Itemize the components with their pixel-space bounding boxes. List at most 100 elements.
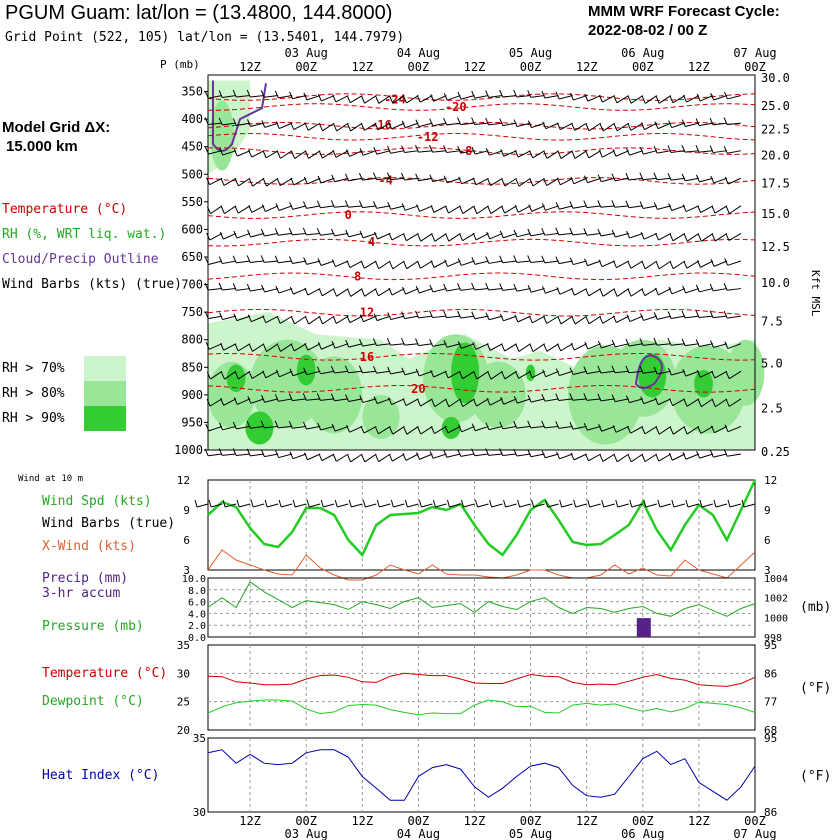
heat-ytick-label: 30 — [193, 806, 206, 819]
wind-ytick-label: 3 — [183, 564, 190, 577]
wind-barb-flag — [387, 146, 392, 154]
wind-barb — [629, 150, 643, 156]
temperature-isotherm — [207, 308, 756, 317]
wind-barb — [504, 177, 517, 187]
cross-section-rh-shading — [208, 80, 765, 450]
wind-barb — [516, 122, 531, 128]
wind-barb-flag — [527, 284, 532, 293]
wind-10m-barb — [196, 503, 209, 508]
wind-barb-flag — [443, 340, 448, 348]
wind-barb — [392, 260, 405, 270]
wind-barb — [447, 370, 461, 379]
wind-barb-flag — [330, 200, 335, 208]
wind-barb-flag — [527, 255, 532, 263]
wind-barb — [488, 288, 503, 291]
wind-barb-flag — [219, 312, 223, 320]
wind-barb — [685, 288, 700, 294]
wind-barb-flag — [262, 370, 267, 378]
wind-barb — [292, 95, 307, 100]
wind-barb-flag — [233, 313, 238, 321]
wind-10m-barb-flag — [320, 499, 324, 508]
wind-barb — [686, 426, 700, 435]
wind-barb — [587, 260, 601, 267]
wind-barb-flag — [346, 260, 351, 268]
wind-barb — [349, 315, 363, 324]
wind-barb-flag — [331, 228, 335, 237]
wind-10m-barb — [673, 503, 686, 508]
cycle-value: 2022-08-02 / 00 Z — [588, 22, 708, 39]
wind-barb-flag — [471, 311, 476, 319]
model-grid-label: Model Grid ΔX: — [2, 119, 111, 136]
wind-barb — [516, 95, 531, 98]
wind-barb-flag — [697, 260, 701, 268]
wind-10m-barb-flag — [376, 499, 380, 508]
wind-barb — [588, 453, 601, 462]
rh90-area — [694, 370, 713, 398]
wind-barb-flag — [597, 340, 602, 349]
wind-barb — [222, 425, 237, 431]
temperature-isotherm — [207, 238, 756, 247]
wind-barb — [348, 370, 363, 374]
wind-barb — [476, 205, 489, 215]
wind-barb — [420, 398, 433, 407]
wind-barb-flag — [653, 202, 658, 210]
wind-barb-flag — [401, 172, 405, 181]
wind-barb-flag — [711, 233, 716, 242]
temperature-isotherm — [207, 384, 756, 393]
legend-dewpoint: Dewpoint (°C) — [42, 694, 144, 709]
wind-barb — [630, 122, 644, 131]
wind-barb-flag — [569, 227, 574, 236]
wind-barb — [265, 315, 279, 324]
precip-tick-label: 0.0 — [188, 633, 206, 644]
wind-barb-flag — [401, 367, 406, 376]
wind-barb-flag — [472, 342, 477, 350]
wind-barb — [657, 315, 671, 320]
wind-barb — [432, 453, 447, 459]
wind-barb-flag — [303, 257, 308, 265]
wind-barb-flag — [345, 339, 350, 348]
wind-barb — [616, 288, 630, 297]
wind-barb — [208, 122, 223, 126]
wind-barb-flag — [529, 344, 534, 352]
wind-barb — [448, 398, 461, 408]
wind-barb — [404, 205, 419, 211]
wind-barb-flag — [723, 449, 728, 457]
temperature-contour-label: -4 — [378, 173, 392, 187]
wind-barb-flag — [641, 288, 646, 296]
wind-barb-flag — [655, 261, 660, 270]
wind-barb — [236, 122, 251, 126]
wind-barb — [516, 425, 531, 429]
temp-ytick-label: 35 — [177, 639, 190, 652]
wind-barb-flag — [387, 366, 392, 375]
wind-barb-flag — [612, 260, 617, 268]
wind-barb — [208, 425, 223, 432]
wind-barb — [321, 343, 335, 350]
wind-barb-flag — [641, 96, 646, 104]
wind-barb-flag — [260, 228, 265, 237]
wind-barb — [362, 232, 377, 239]
wind-barb-flag — [555, 91, 560, 100]
wind-barb-flag — [260, 255, 265, 263]
wind-barb-flag — [457, 449, 462, 457]
wind-10m-barb — [309, 503, 321, 508]
wind-barb-flag — [319, 316, 324, 325]
wind-10m-barb-flag — [264, 499, 268, 508]
wind-10m-barb-flag — [404, 499, 408, 508]
bottom-hour-label: 00Z — [632, 814, 654, 828]
wind-barb — [658, 288, 672, 296]
precip-tick-label: 10.0 — [182, 574, 206, 585]
wind-barb-flag — [204, 117, 209, 125]
legend-rh70-swatch — [84, 356, 126, 381]
wind-barb-flag — [654, 397, 659, 405]
wind-barb-flag — [513, 255, 518, 263]
wind-barb — [643, 150, 657, 155]
wind-barb-flag — [571, 316, 576, 325]
wind-barb — [294, 315, 307, 325]
wind-barb — [392, 426, 405, 435]
wind-barb — [602, 122, 616, 132]
wind-barb-flag — [681, 119, 686, 127]
wind-barb — [558, 205, 573, 210]
wind-barb — [558, 95, 573, 100]
wind-barb-flag — [444, 259, 449, 267]
wind-10m-barb-flag — [362, 499, 366, 508]
